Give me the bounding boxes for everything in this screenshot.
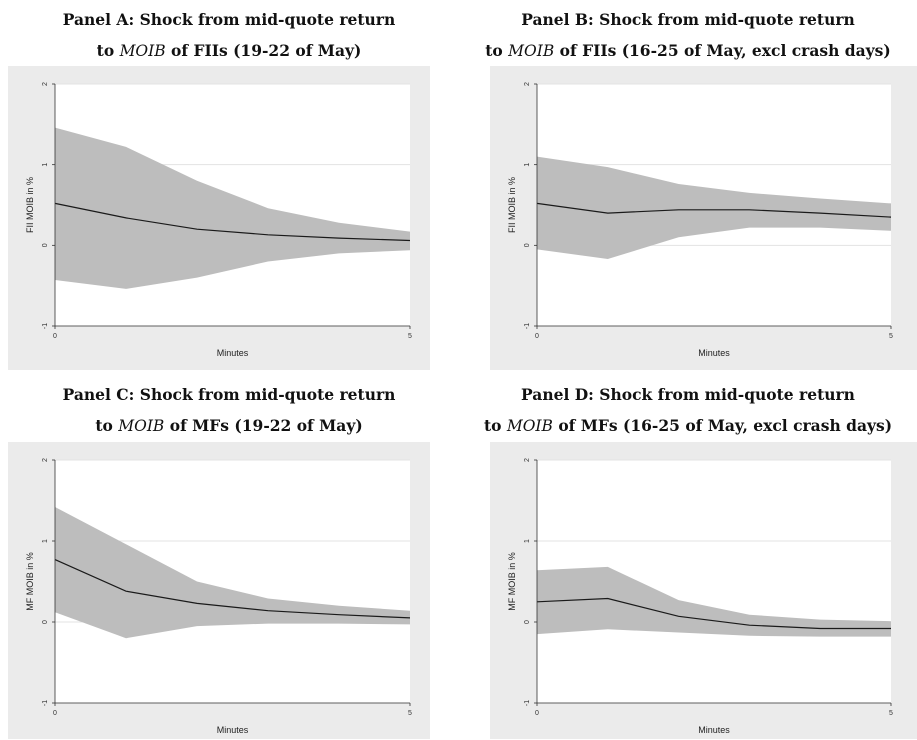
title-post: of MFs (19-22 of May) xyxy=(164,416,363,435)
panel-title-line2: to MOIB of MFs (19-22 of May) xyxy=(0,416,458,435)
panel-d: Panel D: Shock from mid-quote return to … xyxy=(459,370,917,740)
title-pre: to xyxy=(485,41,509,60)
panel-title-line1: Panel D: Shock from mid-quote return xyxy=(521,385,855,404)
series-line xyxy=(54,202,411,242)
panel-title-line2: to MOIB of FIIs (19-22 of May) xyxy=(0,41,458,60)
y-axis-title: FII MOIB in % xyxy=(25,177,35,233)
y-axis-title: MF MOIB in % xyxy=(25,552,35,611)
panel-title-line2: to MOIB of FIIs (16-25 of May, excl cras… xyxy=(459,41,917,60)
x-tick-label: 0 xyxy=(535,710,539,717)
y-tick-label: 0 xyxy=(524,620,531,624)
chart-a: -1 0 1 2 0 5 Minutes FII MOIB in % xyxy=(25,82,412,358)
panel-b: Panel B: Shock from mid-quote return to … xyxy=(459,0,917,370)
series-line xyxy=(536,597,891,630)
x-tick-label: 0 xyxy=(53,710,57,717)
x-axis-title: Minutes xyxy=(698,725,730,735)
confidence-band xyxy=(55,507,410,639)
y-tick-label: 2 xyxy=(524,82,531,86)
y-tick-label: -1 xyxy=(524,700,531,706)
y-tick-label: 0 xyxy=(42,243,49,247)
panel-a: Panel A: Shock from mid-quote return to … xyxy=(0,0,458,370)
series-line xyxy=(54,559,411,619)
x-axis-title: Minutes xyxy=(217,348,249,358)
y-tick-label: 0 xyxy=(524,243,531,247)
y-tick-label: 1 xyxy=(524,163,531,167)
title-math: MOIB xyxy=(506,417,553,435)
title-math: MOIB xyxy=(118,417,165,435)
y-tick-label: 2 xyxy=(42,458,49,462)
x-tick-label: 5 xyxy=(408,333,412,340)
title-post: of FIIs (16-25 of May, excl crash days) xyxy=(554,41,891,60)
chart-b: -1 0 1 2 0 5 Minutes FII MOIB in % xyxy=(507,82,893,358)
title-post: of MFs (16-25 of May, excl crash days) xyxy=(552,416,893,435)
y-tick-label: 0 xyxy=(42,620,49,624)
y-tick-label: 2 xyxy=(524,458,531,462)
confidence-band xyxy=(537,156,891,259)
y-tick-label: 2 xyxy=(42,82,49,86)
y-tick-label: -1 xyxy=(42,323,49,329)
title-pre: to xyxy=(483,416,507,435)
y-axis-title: MF MOIB in % xyxy=(507,552,517,611)
title-post: of FIIs (19-22 of May) xyxy=(165,41,362,60)
panel-c: Panel C: Shock from mid-quote return to … xyxy=(0,370,458,740)
title-pre: to xyxy=(96,41,120,60)
y-tick-label: -1 xyxy=(42,700,49,706)
y-tick-label: -1 xyxy=(524,323,531,329)
title-math: MOIB xyxy=(119,42,166,60)
x-tick-label: 0 xyxy=(53,333,57,340)
x-tick-label: 5 xyxy=(408,710,412,717)
chart-d: -1 0 1 2 0 5 Minutes MF MOIB in % xyxy=(507,458,893,735)
y-tick-label: 1 xyxy=(524,539,531,543)
panel-title-line1: Panel C: Shock from mid-quote return xyxy=(62,385,396,404)
x-axis-title: Minutes xyxy=(217,725,249,735)
y-tick-label: 1 xyxy=(42,163,49,167)
y-tick-label: 1 xyxy=(42,539,49,543)
series-line xyxy=(536,202,892,218)
panel-title-line1: Panel A: Shock from mid-quote return xyxy=(62,10,396,29)
panel-title-line1: Panel B: Shock from mid-quote return xyxy=(521,10,855,29)
confidence-band xyxy=(55,127,410,289)
x-tick-label: 0 xyxy=(535,333,539,340)
x-axis-title: Minutes xyxy=(698,348,730,358)
title-pre: to xyxy=(95,416,119,435)
y-axis-title: FII MOIB in % xyxy=(507,177,517,233)
panel-title-line2: to MOIB of MFs (16-25 of May, excl crash… xyxy=(459,416,917,435)
x-tick-label: 5 xyxy=(889,333,893,340)
x-tick-label: 5 xyxy=(889,710,893,717)
chart-c: -1 0 1 2 0 5 Minutes MF MOIB in % xyxy=(25,458,412,735)
confidence-band xyxy=(537,566,891,637)
title-math: MOIB xyxy=(508,42,555,60)
